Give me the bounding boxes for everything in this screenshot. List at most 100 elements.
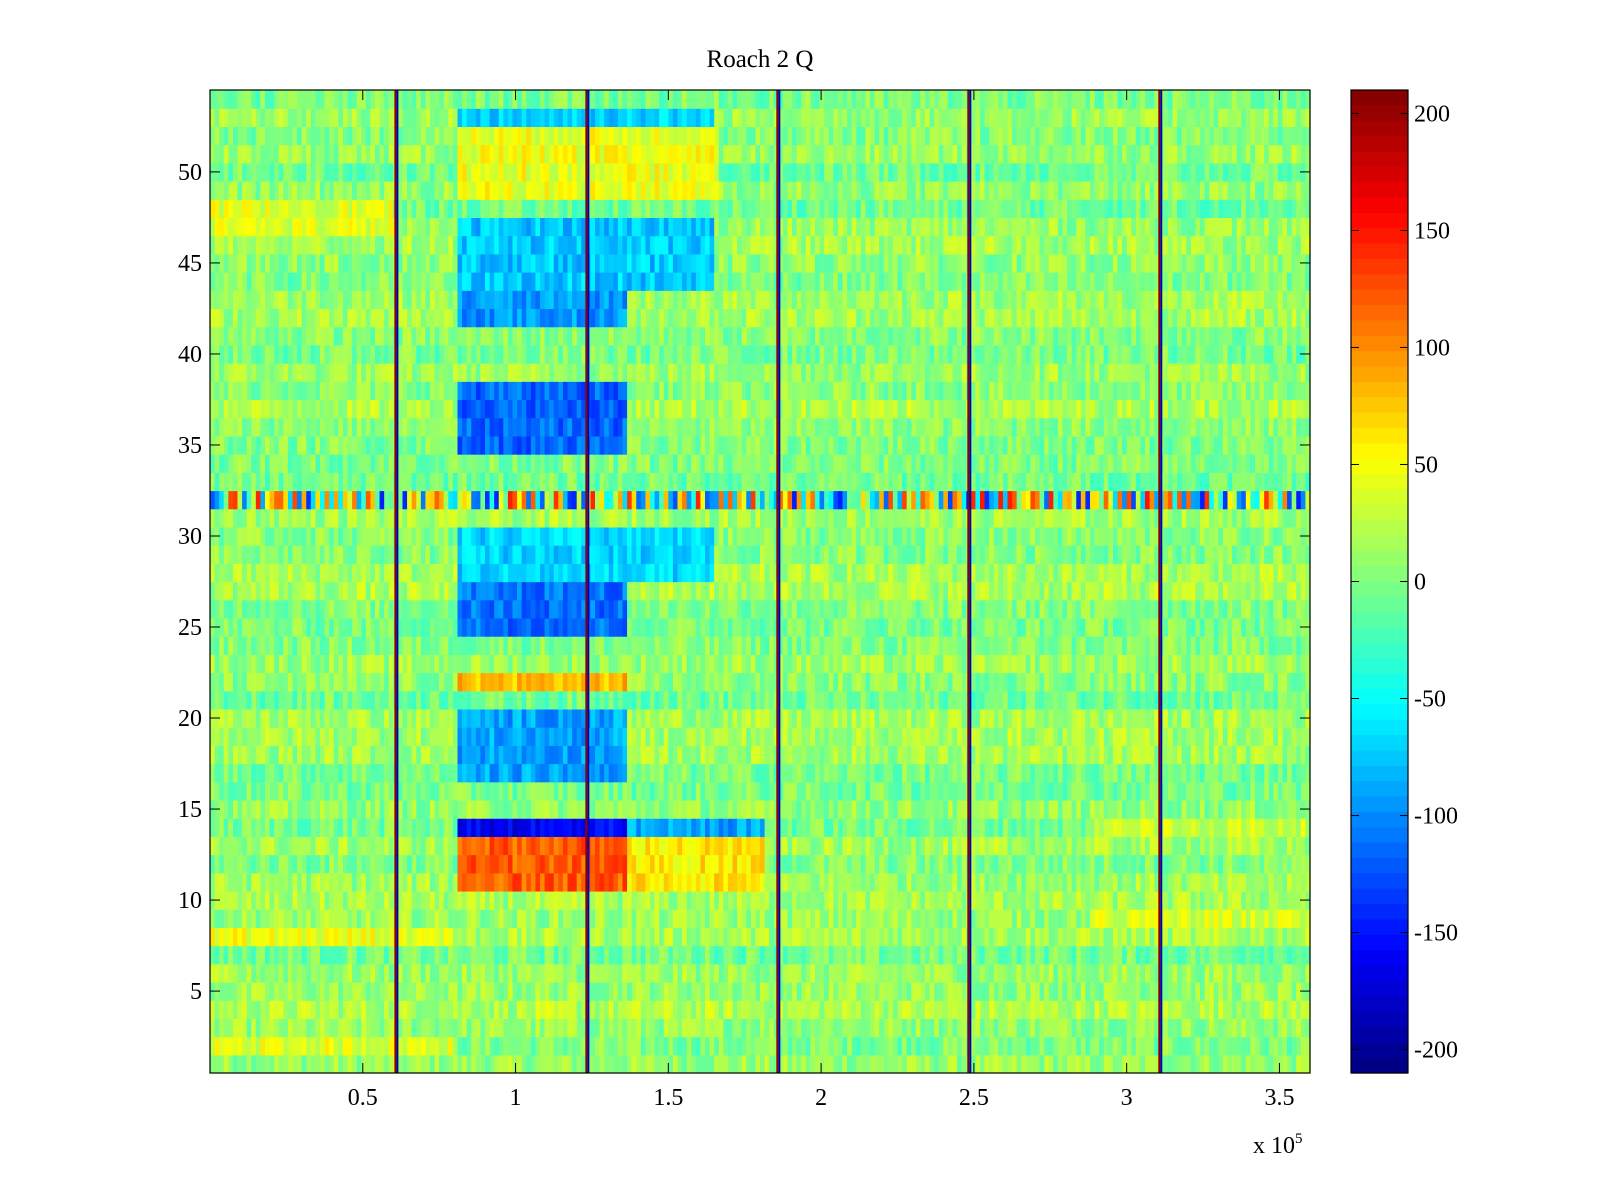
heatmap-cell — [1108, 927, 1114, 947]
heatmap-cell — [1039, 836, 1045, 856]
heatmap-cell — [507, 890, 514, 910]
heatmap-cell — [608, 945, 614, 965]
heatmap-cell — [815, 836, 821, 856]
heatmap-cell — [347, 690, 353, 710]
heatmap-cell — [975, 690, 981, 710]
heatmap-cell — [576, 763, 582, 783]
heatmap-cell — [613, 727, 619, 746]
heatmap-cell — [1030, 927, 1036, 947]
heatmap-cell — [1135, 981, 1142, 1001]
heatmap-cell — [1186, 1054, 1192, 1074]
heatmap-cell — [1035, 745, 1041, 765]
heatmap-cell — [576, 781, 582, 801]
heatmap-cell — [1291, 708, 1297, 728]
heatmap-cell — [714, 854, 720, 874]
heatmap-cell — [925, 727, 931, 746]
heatmap-cell — [824, 1054, 830, 1074]
heatmap-cell — [1108, 1036, 1114, 1056]
heatmap-cell — [819, 708, 825, 728]
heatmap-cell — [265, 745, 271, 765]
heatmap-cell — [682, 981, 688, 1001]
heatmap-cell — [219, 981, 225, 1001]
heatmap-cell — [425, 763, 431, 783]
heatmap-cell — [617, 981, 624, 1001]
heatmap-cell — [980, 945, 986, 965]
heatmap-cell — [1035, 1036, 1041, 1056]
heatmap-cell — [897, 836, 903, 856]
heatmap-cell — [1167, 872, 1174, 892]
heatmap-cell — [1062, 745, 1068, 765]
heatmap-cell — [1227, 727, 1233, 746]
heatmap-cell — [787, 745, 793, 765]
heatmap-cell — [961, 963, 967, 983]
heatmap-cell — [888, 890, 894, 910]
heatmap-cell — [530, 1054, 537, 1074]
heatmap-cell — [1195, 890, 1201, 910]
heatmap-cell — [1163, 1000, 1169, 1019]
heatmap-cell — [1090, 781, 1096, 801]
heatmap-cell — [957, 1018, 963, 1038]
heatmap-cell — [957, 1000, 963, 1019]
heatmap-cell — [915, 818, 922, 837]
heatmap-cell — [1112, 927, 1119, 947]
heatmap-cell — [507, 854, 514, 874]
heatmap-cell — [475, 690, 482, 710]
heatmap-cell — [1213, 909, 1219, 928]
heatmap-cell — [1145, 1000, 1151, 1019]
heatmap-cell — [1195, 927, 1201, 947]
heatmap-cell — [287, 690, 294, 710]
heatmap-cell — [485, 727, 491, 746]
heatmap-cell — [1112, 763, 1119, 783]
heatmap-cell — [782, 1000, 789, 1019]
heatmap-cell — [682, 781, 688, 801]
heatmap-cell — [1268, 763, 1274, 783]
heatmap-cell — [1080, 854, 1087, 874]
heatmap-cell — [1204, 708, 1210, 728]
heatmap-cell — [888, 727, 894, 746]
heatmap-cell — [920, 818, 926, 837]
heatmap-cell — [338, 818, 344, 837]
heatmap-cell — [782, 1018, 789, 1038]
heatmap-cell — [553, 1054, 559, 1074]
heatmap-cell — [695, 945, 702, 965]
heatmap-cell — [851, 799, 857, 819]
heatmap-cell — [617, 727, 624, 746]
heatmap-cell — [764, 745, 770, 765]
heatmap-cell — [1154, 727, 1160, 746]
heatmap-cell — [452, 981, 459, 1001]
heatmap-cell — [925, 708, 931, 728]
heatmap-cell — [494, 890, 500, 910]
heatmap-cell — [668, 963, 674, 983]
heatmap-cell — [957, 854, 963, 874]
heatmap-cell — [828, 981, 834, 1001]
heatmap-cell — [1177, 836, 1183, 856]
heatmap-cell — [883, 981, 889, 1001]
heatmap-cell — [1200, 763, 1206, 783]
heatmap-cell — [1264, 836, 1270, 856]
heatmap-cell — [370, 781, 376, 801]
heatmap-cell — [636, 1036, 642, 1056]
heatmap-cell — [860, 1036, 867, 1056]
heatmap-cell — [883, 690, 889, 710]
heatmap-cell — [485, 708, 491, 728]
heatmap-cell — [980, 745, 986, 765]
heatmap-cell — [1255, 1054, 1261, 1074]
heatmap-cell — [1094, 781, 1100, 801]
heatmap-cell — [512, 836, 518, 856]
heatmap-cell — [562, 1054, 569, 1074]
heatmap-cell — [879, 1000, 885, 1019]
heatmap-cell — [420, 1000, 427, 1019]
heatmap-cell — [645, 1000, 651, 1019]
heatmap-cell — [663, 890, 669, 910]
heatmap-cell — [640, 872, 647, 892]
heatmap-cell — [837, 890, 844, 910]
heatmap-cell — [1218, 963, 1224, 983]
heatmap-cell — [544, 872, 550, 892]
heatmap-cell — [837, 818, 844, 837]
heatmap-cell — [1067, 890, 1073, 910]
heatmap-cell — [737, 854, 743, 874]
heatmap-cell — [265, 708, 271, 728]
heatmap-cell — [677, 781, 683, 801]
heatmap-cell — [448, 708, 454, 728]
heatmap-cell — [993, 781, 999, 801]
